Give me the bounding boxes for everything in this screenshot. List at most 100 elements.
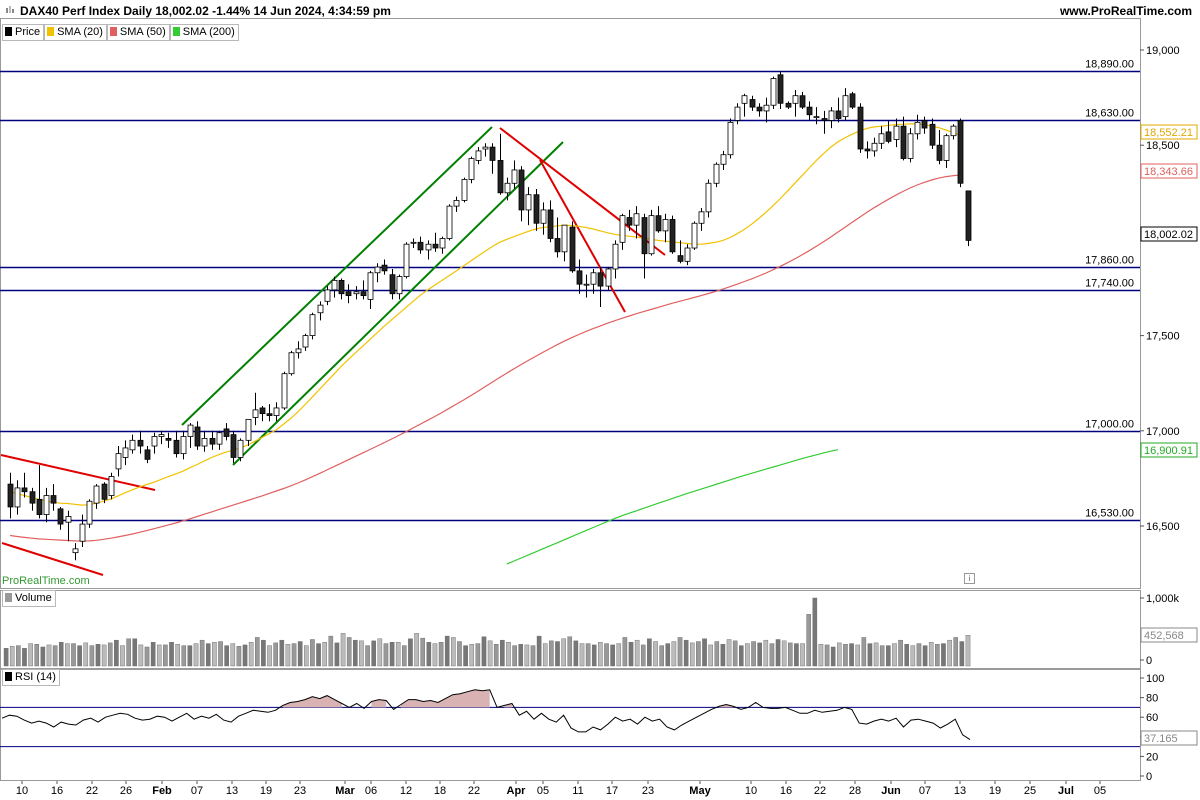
rsi-overbought-fill [371, 699, 387, 708]
time-tick-label: 06 [365, 785, 377, 797]
candle-down [223, 428, 230, 437]
volume-bar [959, 641, 965, 667]
candle-up [813, 116, 820, 119]
candle-up [612, 243, 619, 270]
volume-bar [353, 639, 358, 667]
rsi-tick-label: 60 [1146, 712, 1158, 724]
volume-bar [432, 643, 438, 667]
candle-up [741, 95, 748, 104]
volume-bar [487, 640, 493, 667]
volume-bar [371, 640, 376, 667]
volume-bar [457, 641, 462, 667]
rsi-overbought-fill [401, 689, 490, 708]
candle-up [540, 209, 547, 224]
volume-bar [310, 639, 315, 667]
volume-bar [285, 644, 291, 667]
volume-bar [89, 645, 95, 667]
volume-bar [481, 636, 487, 667]
value-tag-box [1140, 163, 1198, 179]
time-tick-label: 25 [1024, 785, 1036, 797]
candle-up [43, 495, 50, 515]
candle-up [187, 424, 194, 437]
price-candles[interactable] [7, 70, 972, 561]
candle-down [194, 426, 201, 447]
candle-down [547, 209, 554, 239]
time-tick-label: 26 [120, 785, 132, 797]
candle-up [295, 348, 302, 354]
price-tick-label: 19,000 [1146, 45, 1180, 57]
info-icon[interactable]: i [964, 573, 975, 584]
candle-up [317, 304, 324, 314]
candle-down [936, 144, 943, 161]
volume-bars[interactable] [3, 597, 971, 667]
candle-up [446, 205, 453, 239]
level-label: 18,630.00 [1085, 108, 1134, 120]
candle-up [878, 133, 885, 144]
candle-down [29, 491, 36, 504]
rsi-legend[interactable]: RSI (14) [2, 669, 60, 686]
rsi-tick-label: 0 [1146, 771, 1152, 783]
candle-up [792, 95, 799, 104]
candle-up [907, 133, 914, 159]
volume-bar [444, 635, 450, 667]
candle-up [763, 104, 770, 112]
time-tick-label: 13 [226, 785, 238, 797]
candle-down [101, 483, 108, 500]
volume-bar [132, 638, 138, 667]
candle-down [821, 118, 828, 121]
rsi-tick-label: 100 [1146, 673, 1164, 685]
volume-bar [500, 639, 505, 667]
candle-down [518, 169, 525, 211]
candle-up [237, 439, 244, 458]
value-tag: 18,343.66 [1144, 166, 1193, 178]
legend-sma20[interactable]: SMA (20) [44, 24, 107, 41]
legend-sma200[interactable]: SMA (200) [169, 24, 239, 41]
candle-down [259, 407, 266, 415]
candle-up [115, 453, 122, 470]
volume-bar [408, 638, 413, 667]
volume-bar [879, 645, 885, 667]
candle-down [360, 291, 367, 297]
trend-line [232, 141, 564, 466]
volume-bar [604, 643, 609, 667]
legend-price[interactable]: Price [2, 24, 45, 41]
candle-down [7, 483, 14, 508]
volume-bar [506, 642, 511, 667]
volume-bar [726, 639, 732, 667]
volume-bar [647, 638, 652, 667]
volume-bar [493, 644, 499, 667]
volume-bar [224, 645, 229, 667]
time-tick-label: 16 [51, 785, 63, 797]
volume-bar [95, 644, 101, 667]
candle-down [749, 99, 756, 108]
volume-bar [83, 642, 89, 667]
level-label: 17,000.00 [1085, 419, 1134, 431]
value-tag: 18,002.02 [1144, 229, 1193, 241]
sma20-line [9, 123, 961, 506]
candle-up [353, 291, 360, 295]
volume-bar [212, 642, 217, 667]
value-tag: 16,900.91 [1144, 445, 1193, 457]
brand-link[interactable]: www.ProRealTime.com [1059, 4, 1192, 18]
volume-bar [22, 648, 27, 667]
volume-bar [138, 644, 144, 667]
volume-bar [273, 642, 278, 667]
volume-bar [524, 644, 530, 667]
time-tick-label: Feb [152, 785, 172, 797]
rsi-line[interactable] [0, 689, 1140, 748]
volume-bar [291, 643, 297, 667]
candle-up [425, 243, 432, 251]
volume-bar [873, 642, 879, 667]
volume-bar [377, 638, 383, 667]
candle-up [842, 95, 849, 118]
candle-up [525, 194, 532, 211]
volume-legend[interactable]: Volume [2, 590, 56, 607]
legend-sma50[interactable]: SMA (50) [106, 24, 170, 41]
candle-up [108, 476, 115, 496]
value-tag-box [1140, 124, 1198, 140]
candle-up [705, 182, 712, 213]
volume-bar [163, 644, 168, 667]
prorealtime-logo-icon [6, 6, 14, 13]
volume-bar [634, 639, 640, 667]
candle-down [849, 93, 856, 108]
